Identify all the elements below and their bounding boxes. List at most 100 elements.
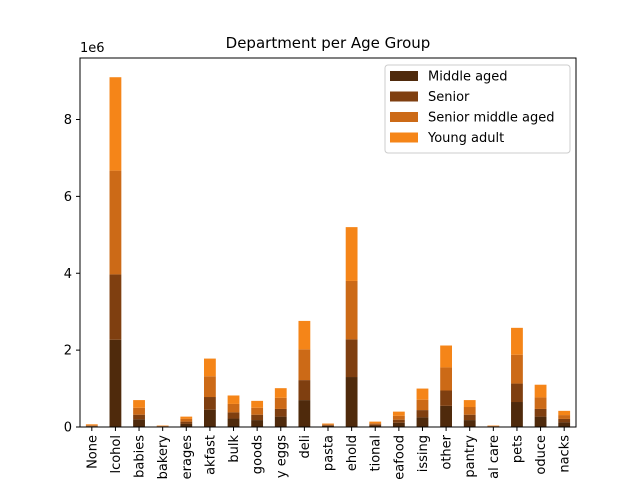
- x-tick-label: lcohol: [109, 435, 124, 474]
- bar-segment: [369, 421, 382, 424]
- bar-segment: [534, 408, 547, 417]
- bar-segment: [463, 414, 476, 421]
- bar-segment: [133, 407, 145, 415]
- x-tick-label: babies: [133, 435, 148, 478]
- bar-segment: [392, 415, 405, 420]
- bar-segment: [345, 339, 358, 378]
- x-tick-label: pasta: [322, 435, 337, 471]
- bar-segment: [109, 77, 122, 171]
- legend-box: [384, 64, 571, 154]
- legend-label: Young adult: [427, 131, 504, 146]
- y-tick-label: 4: [64, 267, 72, 282]
- x-tick-label: issing: [416, 435, 431, 472]
- x-tick-label: y eggs: [274, 435, 289, 478]
- bar-segment: [274, 416, 287, 427]
- bar-segment: [345, 227, 358, 281]
- bar-segment: [180, 423, 193, 427]
- bar-segment: [463, 420, 476, 427]
- bar-segment: [558, 415, 571, 419]
- bar-segment: [345, 280, 358, 340]
- bar-segment: [511, 354, 523, 384]
- x-tick-label: pantry: [463, 435, 478, 478]
- bar-segment: [298, 400, 311, 427]
- x-tick-label: goods: [251, 435, 266, 474]
- bar-segment: [204, 409, 216, 427]
- x-tick-label: None: [85, 435, 100, 469]
- legend-label: Senior: [428, 90, 470, 105]
- bar-segment: [440, 367, 452, 391]
- bar-segment: [463, 407, 476, 415]
- bar-segment: [133, 419, 145, 427]
- x-axis-ticks: None lcohol babies bakery erages akfast bulk go…: [85, 427, 573, 480]
- bar-segment: [274, 408, 287, 417]
- legend: Middle aged Senior Senior middle aged Young…: [384, 64, 571, 154]
- bar-segment: [345, 377, 358, 427]
- x-tick-label: al care: [487, 435, 502, 479]
- legend-swatch: [390, 112, 418, 122]
- bar-segment: [392, 411, 405, 416]
- bar-segment: [109, 339, 122, 427]
- bar-segment: [274, 397, 287, 409]
- bar-segment: [511, 327, 523, 355]
- bar-segment: [511, 383, 523, 403]
- bar-segment: [392, 422, 405, 427]
- x-tick-label: deli: [298, 435, 313, 458]
- bar-segment: [511, 402, 523, 427]
- bar-segment: [463, 400, 476, 408]
- bar-segment: [322, 424, 334, 426]
- bar-segment: [369, 424, 382, 426]
- bar-segment: [440, 390, 452, 406]
- bar-segment: [416, 388, 429, 400]
- bar-segment: [298, 380, 311, 401]
- bar-segment: [180, 418, 193, 422]
- bar-segment: [251, 420, 264, 427]
- y-axis-multiplier-label: 1e6: [80, 41, 105, 56]
- x-tick-label: other: [440, 434, 455, 469]
- chart-title: Department per Age Group: [226, 34, 431, 52]
- bar-segment: [416, 399, 429, 411]
- bar-segment: [534, 397, 547, 409]
- bar-segment: [85, 424, 98, 426]
- legend-swatch: [390, 132, 418, 143]
- x-tick-label: akfast: [203, 435, 218, 475]
- x-tick-label: bakery: [156, 435, 171, 480]
- bar-segment: [133, 400, 145, 408]
- legend-swatch: [390, 91, 418, 102]
- bar-segment: [109, 274, 122, 340]
- bar-segment: [322, 425, 334, 427]
- x-tick-label: erages: [180, 435, 195, 480]
- x-tick-label: pets: [510, 435, 525, 463]
- x-tick-label: nacks: [558, 435, 573, 473]
- bar-segment: [251, 414, 264, 421]
- y-tick-label: 0: [64, 421, 72, 436]
- bar-segment: [440, 405, 452, 427]
- bar-segment: [227, 418, 240, 427]
- bar-segment: [369, 423, 382, 425]
- bar-segment: [227, 403, 240, 413]
- bar-segment: [85, 425, 98, 426]
- bar-segment: [109, 170, 122, 275]
- bar-segment: [558, 410, 571, 416]
- y-axis-ticks: 0 2 4 6 8: [64, 113, 80, 436]
- x-tick-label: bulk: [227, 435, 242, 463]
- bar-segment: [227, 395, 240, 404]
- bar-segment: [534, 416, 547, 427]
- bar-segment: [251, 400, 264, 408]
- bar-segment: [204, 358, 216, 377]
- bar-segment: [322, 425, 334, 426]
- bar-segment: [180, 421, 193, 424]
- bar-segment: [416, 410, 429, 418]
- bar-segment: [204, 397, 216, 410]
- bar-segment: [274, 388, 287, 398]
- bar-segment: [369, 425, 382, 427]
- bar-segment: [416, 417, 429, 427]
- bar-segment: [440, 345, 452, 368]
- y-tick-label: 6: [64, 190, 72, 205]
- legend-swatch: [390, 71, 418, 81]
- y-tick-label: 2: [64, 344, 72, 359]
- bar-segment: [534, 384, 547, 398]
- bar-segment: [298, 320, 311, 350]
- x-tick-label: oduce: [534, 435, 549, 475]
- bar-segment: [180, 416, 193, 419]
